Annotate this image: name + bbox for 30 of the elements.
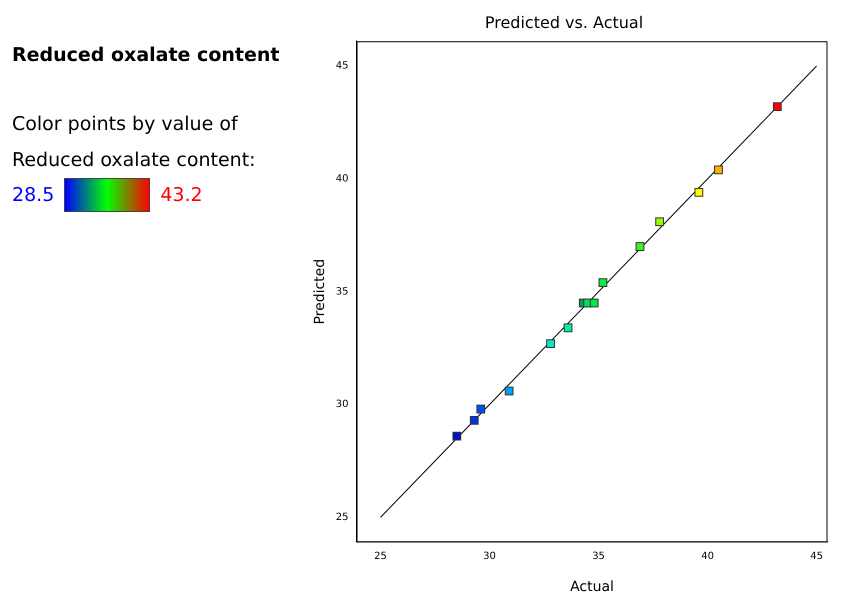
point <box>714 165 723 174</box>
x-tick-label: 45 <box>810 550 823 562</box>
point <box>655 217 664 226</box>
text: 28.5 <box>12 184 54 206</box>
x-tick-label: 25 <box>374 550 387 562</box>
x-tick-label: 30 <box>483 550 496 562</box>
y-tick-label: 25 <box>336 512 349 523</box>
color-bar-title: Color points by value of Reduced oxalate content: <box>12 112 257 173</box>
x-tick-label: 40 <box>701 550 714 562</box>
point <box>564 323 572 332</box>
point <box>636 242 644 251</box>
point <box>772 102 782 112</box>
point <box>694 188 704 197</box>
text: 43.2 <box>160 184 203 206</box>
chart-title: Predicted vs. Actual <box>484 12 644 32</box>
y-tick-label: 30 <box>336 399 349 410</box>
point <box>598 278 608 288</box>
y-tick-label: 40 <box>336 173 349 184</box>
point <box>476 404 486 414</box>
y-axis-title: Predicted <box>312 258 328 325</box>
point <box>590 298 599 308</box>
point <box>470 416 479 425</box>
y-tick-label: 45 <box>336 60 349 72</box>
x-axis-title: Actual <box>570 579 614 596</box>
point <box>504 386 514 396</box>
point <box>546 339 555 348</box>
x-tick-label: 35 <box>592 550 605 562</box>
text: Reduced oxalate content <box>12 44 280 66</box>
y-tick-label: 35 <box>336 286 349 298</box>
point <box>452 432 462 441</box>
